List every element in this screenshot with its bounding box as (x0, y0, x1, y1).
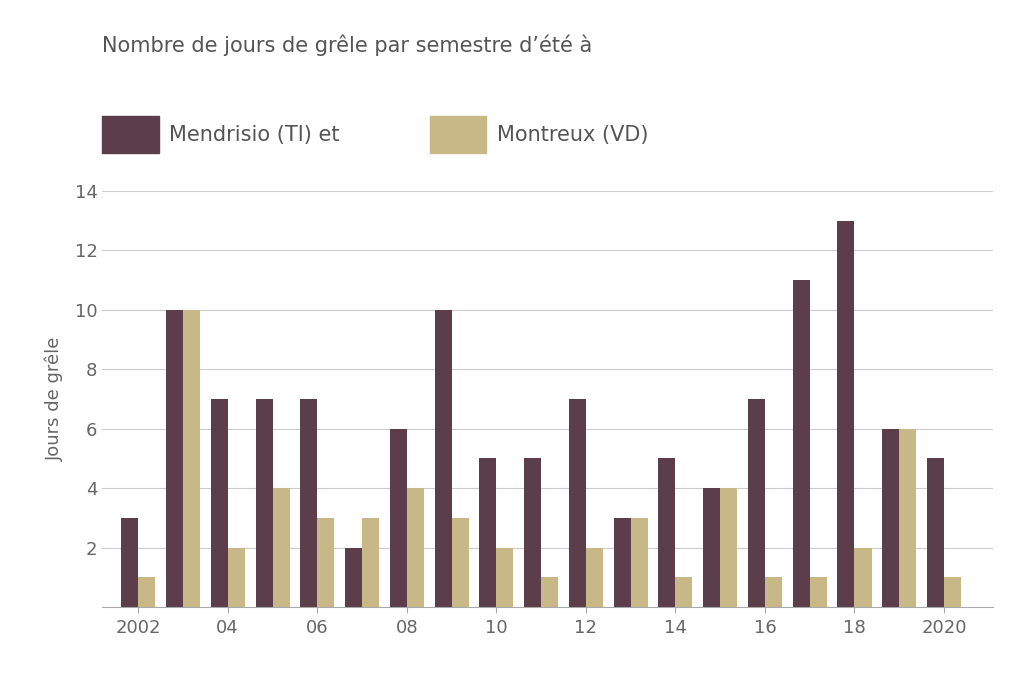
Bar (927, 458, 944, 607)
Bar (497, 548, 513, 607)
Bar (317, 518, 334, 607)
Bar (793, 280, 810, 607)
Bar (256, 399, 272, 607)
Bar (613, 518, 631, 607)
Bar (748, 399, 765, 607)
Bar (272, 488, 290, 607)
Text: Nombre de jours de grêle par semestre d’été à: Nombre de jours de grêle par semestre d’… (102, 34, 593, 56)
Bar (586, 548, 603, 607)
Bar (631, 518, 647, 607)
Y-axis label: Jours de grêle: Jours de grêle (45, 337, 63, 461)
Bar (765, 577, 782, 607)
Bar (899, 429, 916, 607)
Bar (300, 399, 317, 607)
Bar (390, 429, 407, 607)
Text: Mendrisio (TI) et: Mendrisio (TI) et (169, 125, 340, 145)
Bar (541, 577, 558, 607)
Bar (452, 518, 469, 607)
Bar (810, 577, 826, 607)
Bar (720, 488, 737, 607)
Bar (658, 458, 676, 607)
Bar (883, 429, 899, 607)
Bar (345, 548, 362, 607)
Bar (434, 310, 452, 607)
Bar (166, 310, 183, 607)
Text: Montreux (VD): Montreux (VD) (497, 125, 648, 145)
Bar (211, 399, 227, 607)
Bar (676, 577, 692, 607)
Bar (854, 548, 871, 607)
Bar (569, 399, 586, 607)
Bar (183, 310, 200, 607)
Bar (138, 577, 156, 607)
Bar (703, 488, 720, 607)
Bar (227, 548, 245, 607)
Bar (479, 458, 497, 607)
Bar (362, 518, 379, 607)
Bar (121, 518, 138, 607)
Bar (524, 458, 541, 607)
Bar (407, 488, 424, 607)
Bar (838, 221, 854, 607)
Bar (944, 577, 962, 607)
